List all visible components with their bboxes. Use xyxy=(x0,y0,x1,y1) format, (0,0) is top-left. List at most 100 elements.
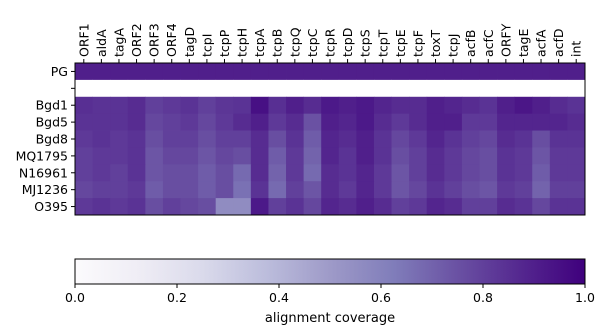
heatmap-cell xyxy=(514,79,533,98)
heatmap-cell xyxy=(373,113,392,131)
heatmap-cell xyxy=(409,147,428,165)
heatmap-cell xyxy=(409,79,428,98)
heatmap-cell xyxy=(514,147,533,165)
heatmap-cell xyxy=(75,181,93,199)
heatmap-cell xyxy=(250,198,269,216)
heatmap-cell xyxy=(250,164,269,182)
heatmap-cell xyxy=(127,181,146,199)
heatmap-cell xyxy=(286,79,305,98)
heatmap-cell xyxy=(444,198,463,216)
colorbar-tick-label: 0.4 xyxy=(269,290,289,305)
heatmap-cell xyxy=(286,147,305,165)
heatmap-cell xyxy=(444,130,463,148)
heatmap-cell xyxy=(145,79,164,98)
heatmap-cell xyxy=(461,113,480,131)
heatmap-cell xyxy=(127,164,146,182)
heatmap-cell xyxy=(373,79,392,98)
column-label: tcpI xyxy=(199,34,214,57)
heatmap-cell xyxy=(497,198,516,216)
heatmap-cell xyxy=(127,79,146,98)
heatmap-cell xyxy=(92,181,111,199)
heatmap-cell xyxy=(479,130,498,148)
column-label: tcpB xyxy=(270,29,285,57)
heatmap-cell xyxy=(75,96,93,115)
heatmap-cell xyxy=(303,96,322,115)
heatmap-cell xyxy=(286,198,305,216)
heatmap-cell xyxy=(145,130,164,148)
heatmap-cell xyxy=(479,63,498,81)
heatmap-cell xyxy=(180,79,199,98)
column-label: acfB xyxy=(463,29,478,57)
heatmap-cell xyxy=(268,63,287,81)
column-label: tcpC xyxy=(305,28,320,57)
column-label: ORF3 xyxy=(147,23,162,57)
heatmap-cell xyxy=(127,198,146,216)
column-label: tcpQ xyxy=(287,27,302,57)
heatmap-cell xyxy=(162,198,181,216)
heatmap-cell xyxy=(75,63,93,81)
heatmap-cell xyxy=(321,181,340,199)
heatmap-cell xyxy=(444,79,463,98)
heatmap-cell xyxy=(514,164,533,182)
heatmap-cell xyxy=(268,96,287,115)
heatmap-cell xyxy=(233,113,252,131)
heatmap-cell xyxy=(180,181,199,199)
heatmap-cell xyxy=(127,130,146,148)
heatmap-cell xyxy=(92,79,111,98)
heatmap-cell xyxy=(549,96,568,115)
row-label: Bgd8 xyxy=(36,132,68,147)
heatmap-cell xyxy=(461,130,480,148)
heatmap-cell xyxy=(549,181,568,199)
heatmap-cell xyxy=(549,164,568,182)
heatmap-cell xyxy=(162,130,181,148)
heatmap-cell xyxy=(250,96,269,115)
heatmap-cell xyxy=(549,147,568,165)
heatmap-cell xyxy=(549,79,568,98)
row-label: O395 xyxy=(34,199,68,214)
heatmap-cell xyxy=(233,198,252,216)
row-label: Bgd5 xyxy=(36,115,68,130)
heatmap-cell xyxy=(198,164,217,182)
heatmap-cell xyxy=(127,63,146,81)
heatmap-cell xyxy=(338,113,357,131)
heatmap-cell xyxy=(233,79,252,98)
heatmap-cell xyxy=(497,147,516,165)
heatmap-cell xyxy=(373,198,392,216)
column-label: tcpR xyxy=(323,28,338,57)
heatmap-cell xyxy=(321,198,340,216)
heatmap-cell xyxy=(92,96,111,115)
heatmap-cells xyxy=(75,63,586,216)
heatmap-cell xyxy=(286,113,305,131)
column-label: ORF1 xyxy=(76,23,91,57)
heatmap-cell xyxy=(162,164,181,182)
heatmap-cell xyxy=(92,198,111,216)
heatmap-cell xyxy=(497,96,516,115)
colorbar-label: alignment coverage xyxy=(265,311,395,325)
heatmap-cell xyxy=(321,147,340,165)
column-label: ORF4 xyxy=(164,23,179,57)
heatmap-cell xyxy=(409,63,428,81)
heatmap-cell xyxy=(549,130,568,148)
heatmap-cell xyxy=(303,147,322,165)
column-label: tcpA xyxy=(252,28,267,57)
heatmap-cell xyxy=(180,164,199,182)
heatmap-cell xyxy=(479,181,498,199)
heatmap-cell xyxy=(497,164,516,182)
colorbar-tick-label: 1.0 xyxy=(575,290,595,305)
heatmap-cell xyxy=(215,164,234,182)
heatmap-cell xyxy=(110,198,129,216)
heatmap-cell xyxy=(338,63,357,81)
heatmap-cell xyxy=(145,63,164,81)
heatmap-cell xyxy=(338,147,357,165)
heatmap-cell xyxy=(461,96,480,115)
heatmap-cell xyxy=(409,198,428,216)
heatmap-cell xyxy=(567,79,586,98)
heatmap-cell xyxy=(180,130,199,148)
heatmap-cell xyxy=(250,63,269,81)
heatmap-cell xyxy=(145,164,164,182)
heatmap-cell xyxy=(479,96,498,115)
heatmap-cell xyxy=(567,96,586,115)
heatmap-cell xyxy=(268,164,287,182)
heatmap-cell xyxy=(92,164,111,182)
